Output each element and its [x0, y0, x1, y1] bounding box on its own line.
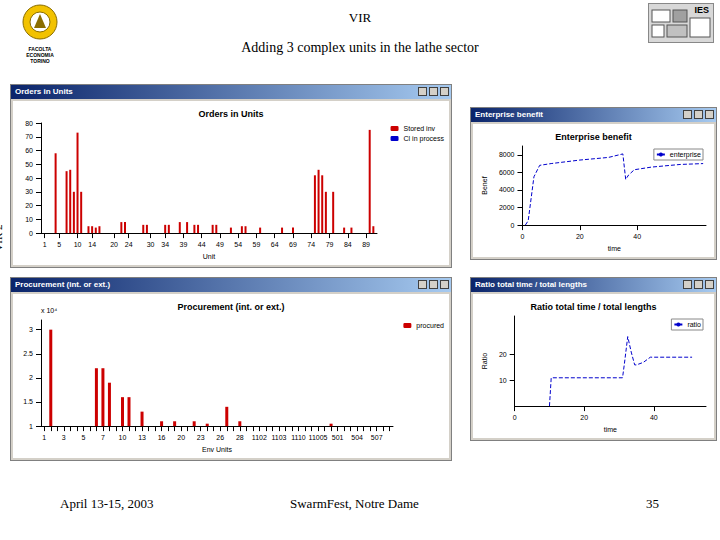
svg-text:8000: 8000 [499, 151, 515, 158]
svg-text:13: 13 [138, 434, 146, 441]
svg-text:2.5: 2.5 [23, 350, 33, 357]
svg-text:Unit: Unit [203, 253, 216, 260]
html-text:Ratio total time / total lengt: Ratio total time / total lengths [475, 280, 587, 289]
svg-text:2000: 2000 [499, 204, 515, 211]
svg-text:5: 5 [81, 434, 85, 441]
svg-text:54: 54 [234, 241, 242, 248]
svg-text:time: time [608, 245, 621, 252]
html-text:ECONOMIA: ECONOMIA [26, 52, 54, 58]
svg-text:20: 20 [110, 241, 118, 248]
svg-text:0: 0 [511, 222, 515, 229]
svg-text:504: 504 [351, 434, 363, 441]
svg-text:84: 84 [344, 241, 352, 248]
svg-text:1102: 1102 [252, 434, 267, 441]
svg-text:10: 10 [25, 216, 33, 223]
svg-text:40: 40 [633, 233, 641, 240]
svg-text:3: 3 [29, 326, 33, 333]
svg-text:50: 50 [25, 161, 33, 168]
html-text:TORINO: TORINO [30, 58, 50, 64]
svg-text:Ratio total time / total lengt: Ratio total time / total lengths [530, 302, 656, 312]
svg-text:Cl in process: Cl in process [404, 135, 445, 143]
svg-text:2: 2 [29, 374, 33, 381]
svg-text:60: 60 [25, 147, 33, 154]
svg-text:80: 80 [25, 120, 33, 127]
svg-text:10: 10 [74, 241, 82, 248]
svg-text:20: 20 [25, 202, 33, 209]
svg-text:4000: 4000 [499, 186, 515, 193]
svg-text:26: 26 [216, 434, 224, 441]
svg-text:0: 0 [513, 414, 517, 421]
svg-text:23: 23 [197, 434, 205, 441]
html-text:FACOLTA: FACOLTA [28, 46, 52, 52]
svg-text:20: 20 [576, 233, 584, 240]
svg-text:64: 64 [271, 241, 279, 248]
svg-text:30: 30 [147, 241, 155, 248]
svg-text:1: 1 [29, 423, 33, 430]
svg-text:11005: 11005 [309, 434, 328, 441]
html-text:Adding 3 complex units in the: Adding 3 complex units in the lathe sect… [241, 40, 479, 55]
svg-text:1: 1 [43, 241, 47, 248]
svg-text:5: 5 [57, 241, 61, 248]
svg-text:Enterprise benefit: Enterprise benefit [555, 132, 632, 142]
svg-text:1103: 1103 [271, 434, 286, 441]
svg-text:74: 74 [307, 241, 315, 248]
svg-text:14: 14 [88, 241, 96, 248]
svg-text:enterprise: enterprise [670, 151, 701, 159]
svg-text:10: 10 [499, 377, 507, 384]
svg-text:ratio: ratio [687, 321, 701, 328]
svg-text:39: 39 [180, 241, 188, 248]
svg-text:79: 79 [326, 241, 334, 248]
svg-text:16: 16 [158, 434, 166, 441]
html-text:IES: IES [694, 5, 709, 15]
svg-text:x 10⁴: x 10⁴ [41, 307, 57, 314]
svg-text:40: 40 [25, 175, 33, 182]
svg-text:59: 59 [253, 241, 261, 248]
svg-text:501: 501 [332, 434, 344, 441]
html-text:SwarmFest, Notre Dame: SwarmFest, Notre Dame [290, 496, 419, 511]
svg-text:69: 69 [289, 241, 297, 248]
svg-text:Stored inv: Stored inv [404, 125, 436, 132]
svg-text:89: 89 [362, 241, 370, 248]
html-text:VIR: VIR [348, 10, 372, 25]
html-text:Orders in Units: Orders in Units [15, 87, 73, 96]
svg-text:24: 24 [125, 241, 133, 248]
html-text:April 13-15, 2003: April 13-15, 2003 [60, 496, 154, 511]
svg-text:44: 44 [198, 241, 206, 248]
svg-text:time: time [604, 426, 617, 433]
svg-text:7: 7 [101, 434, 105, 441]
svg-text:20: 20 [499, 351, 507, 358]
svg-text:Env Units: Env Units [202, 446, 232, 453]
svg-text:0: 0 [521, 233, 525, 240]
svg-text:1.5: 1.5 [23, 398, 33, 405]
svg-text:30: 30 [25, 188, 33, 195]
svg-text:1: 1 [42, 434, 46, 441]
svg-text:3: 3 [62, 434, 66, 441]
svg-text:49: 49 [216, 241, 224, 248]
svg-text:6000: 6000 [499, 169, 515, 176]
html-text:35: 35 [646, 496, 659, 511]
svg-text:28: 28 [236, 434, 244, 441]
html-text:Procurement (int. or ext.): Procurement (int. or ext.) [15, 280, 111, 289]
svg-text:Procurement (int. or ext.): Procurement (int. or ext.) [177, 302, 284, 312]
svg-text:40: 40 [650, 414, 658, 421]
svg-text:1110: 1110 [291, 434, 306, 441]
svg-text:0: 0 [29, 230, 33, 237]
svg-text:Orders in Units: Orders in Units [198, 109, 263, 119]
svg-text:507: 507 [371, 434, 383, 441]
html-text:Enterprise benefit: Enterprise benefit [475, 110, 543, 119]
svg-text:Benef: Benef [481, 176, 488, 194]
svg-text:20: 20 [580, 414, 588, 421]
svg-text:34: 34 [161, 241, 169, 248]
svg-text:Ratio: Ratio [481, 353, 488, 369]
svg-text:procured: procured [416, 322, 444, 330]
svg-text:70: 70 [25, 133, 33, 140]
svg-text:10: 10 [119, 434, 127, 441]
svg-text:20: 20 [177, 434, 185, 441]
